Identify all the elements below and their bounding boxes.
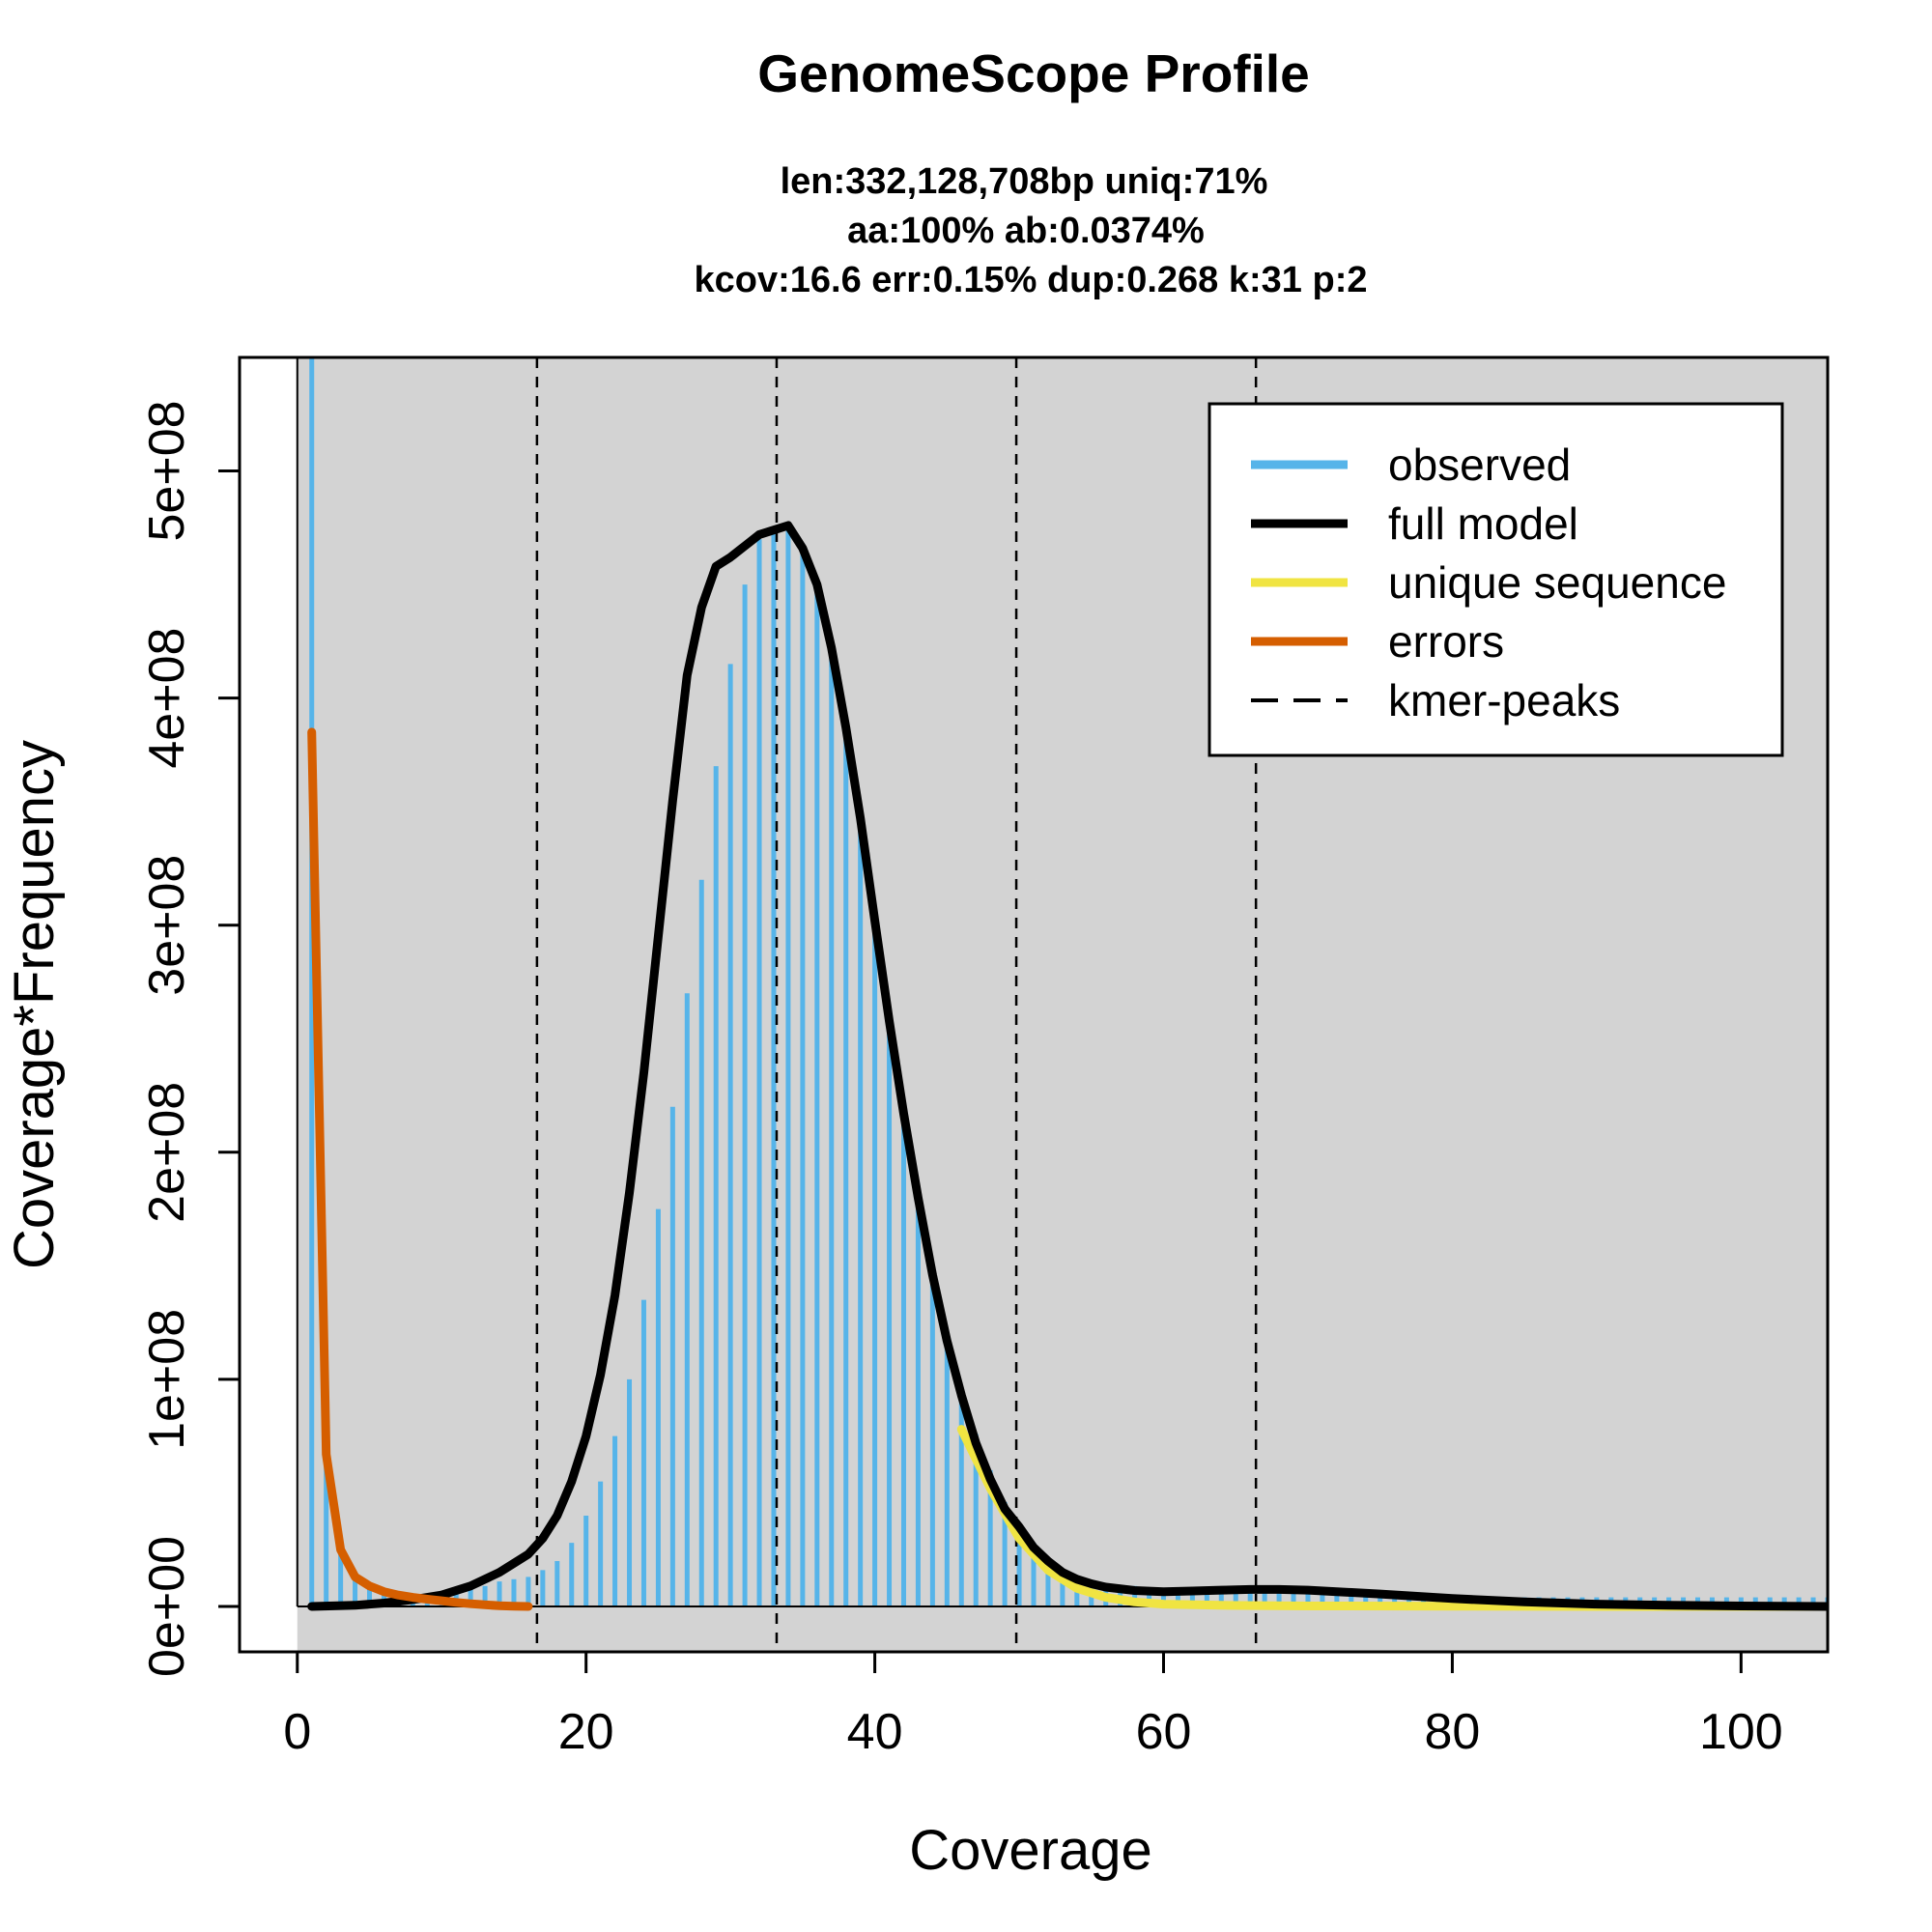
chart-title: GenomeScope Profile (757, 43, 1310, 103)
y-tick-label: 3e+08 (139, 855, 195, 996)
legend-label: errors (1388, 616, 1504, 667)
x-tick-label: 40 (847, 1704, 903, 1760)
x-tick-label: 80 (1424, 1704, 1480, 1760)
y-axis-label: Coverage*Frequency (3, 740, 66, 1269)
legend-label: full model (1388, 498, 1578, 549)
x-tick-label: 100 (1699, 1704, 1783, 1760)
legend-label: observed (1388, 440, 1571, 490)
plot-frame (238, 355, 1830, 1654)
plot-inner (296, 357, 1828, 1652)
x-axis: 0 20 40 60 80 100 (283, 1652, 1783, 1760)
legend-label: unique sequence (1388, 557, 1726, 608)
y-tick-label: 4e+08 (139, 628, 195, 769)
y-tick-label: 5e+08 (139, 400, 195, 541)
x-tick-label: 60 (1136, 1704, 1192, 1760)
chart-legend: observed full model unique sequence errors k… (1208, 402, 1784, 757)
y-tick-label: 2e+08 (139, 1082, 195, 1223)
x-tick-label: 0 (283, 1704, 311, 1760)
y-axis: 0e+00 1e+08 2e+08 3e+08 4e+08 5e+08 (139, 400, 240, 1677)
errors-line (307, 727, 533, 1611)
legend-label: kmer-peaks (1388, 675, 1620, 725)
full-model-line (307, 521, 1828, 1611)
y-tick-label: 0e+00 (139, 1536, 195, 1677)
x-axis-label: Coverage (909, 1819, 1151, 1882)
chart-subtitle-line-3: kcov:16.6 err:0.15% dup:0.268 k:31 p:2 (694, 260, 1367, 300)
x-tick-label: 20 (558, 1704, 614, 1760)
y-tick-label: 1e+08 (139, 1309, 195, 1450)
chart-subtitle-line-1: len:332,128,708bp uniq:71% (781, 161, 1268, 202)
unique-sequence-line (956, 1425, 1828, 1611)
chart-subtitle-line-2: aa:100% ab:0.0374% (847, 211, 1205, 251)
